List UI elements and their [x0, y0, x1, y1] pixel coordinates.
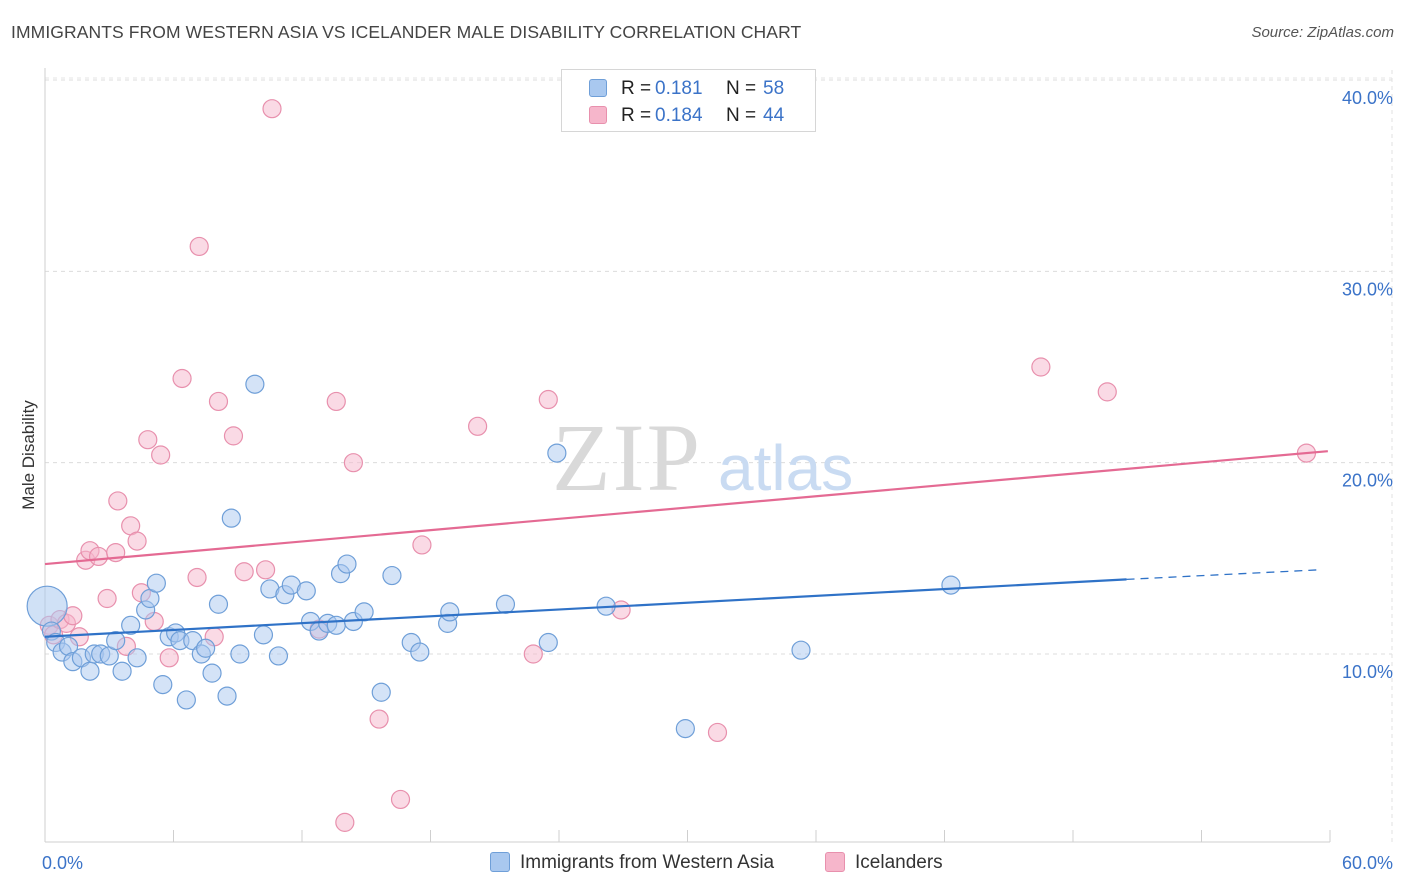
point-icelander [369, 709, 389, 729]
point-icelander [108, 491, 128, 511]
point-western-asia [354, 602, 374, 622]
point-icelander [159, 648, 179, 668]
point-icelander [127, 531, 147, 551]
point-icelander [343, 453, 363, 473]
legend-row-western-asia: R = 0.181 N = 58 [562, 74, 815, 100]
legend-swatch-blue [589, 79, 607, 97]
bottom-legend-label: Immigrants from Western Asia [520, 852, 775, 873]
axes [44, 68, 1331, 843]
legend-row-icelanders: R = 0.184 N = 44 [562, 101, 815, 127]
source-label: Source: ZipAtlas.com [1251, 24, 1394, 41]
trend-line-icelanders [44, 450, 1328, 566]
legend-r-label: R = [621, 105, 652, 126]
legend: R = 0.181 N = 58 R = 0.184 N = 44 [561, 69, 816, 132]
point-icelander [234, 562, 254, 582]
bottom-legend-icelanders: Icelanders [825, 852, 943, 874]
point-icelander [97, 588, 117, 609]
point-western-asia [146, 573, 166, 593]
x-tick-label: 0.0% [42, 853, 83, 873]
chart-title: IMMIGRANTS FROM WESTERN ASIA VS ICELANDE… [11, 22, 802, 42]
legend-n-value: 44 [763, 105, 785, 126]
point-icelander [172, 368, 192, 389]
point-western-asia [268, 646, 289, 666]
legend-n-label: N = [726, 105, 757, 126]
bottom-legend-swatch-pink [825, 852, 845, 872]
point-icelander [151, 445, 171, 465]
point-western-asia [253, 625, 274, 645]
point-western-asia [675, 719, 695, 739]
point-icelander [523, 644, 543, 664]
point-western-asia [112, 661, 132, 681]
point-icelander [189, 236, 209, 257]
watermark-zip: ZIP [552, 404, 702, 511]
y-tick-label: 40.0% [1342, 88, 1393, 108]
y-tick-label: 20.0% [1342, 471, 1393, 491]
point-western-asia [382, 565, 402, 586]
point-western-asia [296, 581, 316, 601]
series-western-asia-points [26, 374, 961, 739]
point-icelander [707, 722, 728, 743]
point-western-asia [208, 594, 229, 614]
point-western-asia [106, 631, 126, 651]
point-icelander [1097, 382, 1117, 402]
point-western-asia [371, 682, 391, 702]
point-western-asia [80, 661, 100, 681]
point-western-asia [153, 675, 173, 695]
tick-labels: 10.0% 20.0% 30.0% 40.0% 0.0% 60.0% [42, 88, 1393, 873]
point-icelander [88, 546, 109, 567]
point-western-asia [495, 594, 516, 614]
point-western-asia [196, 638, 216, 658]
point-western-asia [791, 640, 811, 660]
point-icelander [326, 391, 346, 412]
point-icelander [138, 430, 158, 450]
point-icelander [208, 391, 229, 412]
legend-swatch-pink [589, 106, 607, 124]
trend-lines [44, 450, 1328, 638]
y-tick-label: 10.0% [1342, 662, 1393, 682]
point-western-asia [337, 554, 357, 574]
point-western-asia [230, 644, 250, 664]
point-icelander [262, 99, 282, 119]
point-icelander [538, 389, 558, 410]
point-icelander [335, 812, 355, 832]
point-western-asia [326, 615, 346, 635]
legend-r-value: 0.181 [655, 78, 703, 99]
point-western-asia [440, 602, 460, 622]
point-icelander [1031, 357, 1051, 377]
y-tick-label: 30.0% [1342, 279, 1393, 299]
legend-n-label: N = [726, 78, 757, 99]
x-tick-label: 60.0% [1342, 853, 1393, 873]
trend-line-western-asia-extension [1126, 569, 1320, 581]
point-western-asia [217, 686, 237, 706]
point-icelander [255, 560, 276, 580]
legend-n-value: 58 [763, 78, 785, 99]
point-icelander [412, 535, 432, 555]
point-western-asia [410, 642, 430, 662]
bottom-legend-label: Icelanders [855, 852, 943, 873]
point-icelander [223, 426, 244, 446]
point-icelander [390, 789, 411, 810]
point-western-asia [547, 443, 567, 463]
point-western-asia [245, 374, 265, 394]
point-western-asia [121, 615, 141, 635]
point-western-asia [538, 632, 558, 653]
point-western-asia [202, 663, 222, 683]
point-western-asia [941, 575, 961, 595]
point-western-asia [221, 508, 241, 528]
watermark: ZIP atlas [552, 404, 853, 511]
legend-r-label: R = [621, 78, 652, 99]
legend-r-value: 0.184 [655, 105, 703, 126]
point-western-asia [176, 690, 196, 710]
point-icelander [468, 416, 488, 436]
watermark-atlas: atlas [718, 432, 853, 504]
trend-line-western-asia [44, 578, 1127, 638]
point-icelander [187, 567, 207, 588]
point-western-asia [26, 585, 68, 627]
point-western-asia [127, 648, 147, 668]
bottom-legend-swatch-blue [490, 852, 510, 872]
gridlines [45, 70, 1393, 842]
bottom-legend-western-asia: Immigrants from Western Asia [490, 852, 774, 874]
